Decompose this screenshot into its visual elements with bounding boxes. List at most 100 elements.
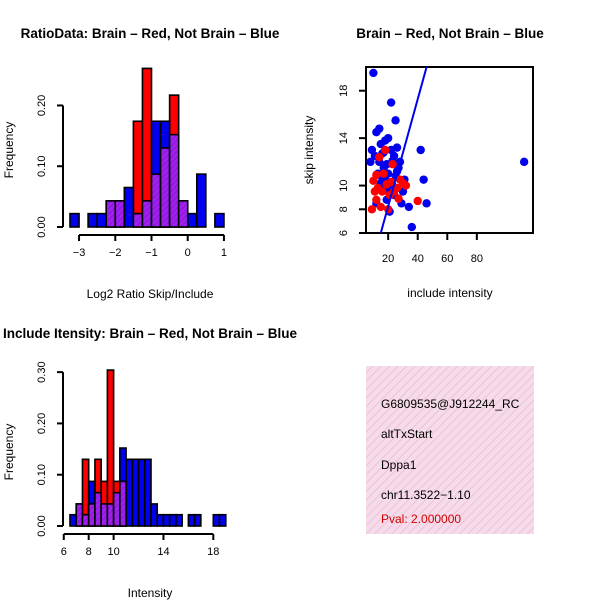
scatter-points bbox=[366, 67, 529, 233]
intensity-hist-x-tick-label-1: 8 bbox=[86, 546, 92, 558]
ratio-hist-x-tick-label-2: −1 bbox=[145, 247, 158, 259]
intensity-hist-x-tick-label-0: 6 bbox=[61, 546, 67, 558]
ratio-hist-title: RatioData: Brain – Red, Not Brain – Blue bbox=[21, 26, 280, 41]
info-pval: Pval: 2.000000 bbox=[381, 512, 461, 526]
ratio-hist-blue-bar-0 bbox=[69, 212, 80, 228]
scatter-y-tick-label-0: 6 bbox=[338, 230, 350, 236]
intensity-hist-x-tick-label-4: 18 bbox=[207, 546, 219, 558]
intensity-hist-axes: 6 8 10 14 18 0.00 0.10 0.20 0.30 bbox=[36, 361, 219, 558]
intensity-hist-blue-bar-20 bbox=[212, 513, 221, 527]
intensity-hist-blue-bar-9 bbox=[125, 458, 134, 527]
scatter-y-tick-label-1: 8 bbox=[338, 206, 350, 212]
scatter-point-brain-14 bbox=[379, 169, 388, 178]
intensity-hist-blue-bar-19 bbox=[193, 513, 202, 527]
intensity-hist-blue-bar-13 bbox=[150, 503, 159, 527]
scatter-point-brain-22 bbox=[372, 170, 381, 180]
intensity-hist-title: Include Itensity: Brain – Red, Not Brain… bbox=[3, 326, 298, 341]
scatter-ylabel: skip intensity bbox=[302, 116, 316, 185]
ratio-hist-blue-bar-2 bbox=[87, 212, 98, 228]
scatter-point-not-brain-20 bbox=[416, 145, 425, 155]
info-event-type: altTxStart bbox=[381, 427, 433, 441]
intensity-hist-overlap-bar-2 bbox=[81, 513, 90, 527]
scatter-point-not-brain-25 bbox=[366, 157, 375, 167]
ratio-hist-blue-bar-13 bbox=[186, 212, 198, 228]
intensity-hist-blue-bar-0 bbox=[69, 513, 78, 527]
scatter-point-brain-16 bbox=[382, 180, 391, 189]
scatter-point-brain-12 bbox=[370, 187, 380, 196]
ratio-hist-y-tick-label-1: 0.10 bbox=[36, 156, 48, 177]
scatter-point-not-brain-28 bbox=[391, 116, 400, 125]
info-probe-id: G6809535@J912244_RC bbox=[381, 397, 520, 411]
intensity-hist-xlabel: Intensity bbox=[128, 586, 173, 600]
ratio-hist-x-tick-label-1: −2 bbox=[109, 247, 122, 259]
info-box: G6809535@J912244_RC altTxStart Dppa1 chr… bbox=[366, 366, 534, 534]
intensity-hist-overlap-bar-3 bbox=[87, 503, 96, 527]
scatter-point-brain-13 bbox=[376, 202, 385, 212]
intensity-hist-overlap-bar-8 bbox=[119, 480, 127, 527]
scatter-point-not-brain-27 bbox=[386, 98, 396, 107]
scatter-point-brain-20 bbox=[394, 194, 403, 203]
ratio-hist-x-tick-label-4: 1 bbox=[221, 247, 227, 259]
ratio-hist-overlap-bar-4 bbox=[105, 200, 117, 228]
scatter-x-tick-label-3: 80 bbox=[471, 253, 483, 265]
intensity-hist-blue-bar-10 bbox=[131, 458, 140, 527]
intensity-hist-blue-bar-21 bbox=[218, 513, 227, 527]
ratio-hist-blue-bar-3 bbox=[96, 212, 108, 228]
ratio-hist-x-tick-label-0: −3 bbox=[73, 247, 86, 259]
ratio-hist-overlap-bar-8 bbox=[141, 200, 153, 228]
intensity-hist-x-tick-label-3: 14 bbox=[157, 546, 169, 558]
info-location: chr11.3522−1.10 bbox=[381, 488, 471, 502]
scatter-point-brain-17 bbox=[375, 152, 384, 162]
ratio-hist-y-tick-label-2: 0.20 bbox=[36, 95, 48, 116]
intensity-hist-y-tick-label-1: 0.10 bbox=[36, 464, 48, 485]
scatter-fit-line bbox=[379, 67, 428, 233]
ratio-hist-blue-bar-16 bbox=[214, 212, 225, 228]
scatter-point-not-brain-22 bbox=[422, 199, 431, 208]
scatter-point-brain-4 bbox=[381, 145, 390, 155]
ratio-hist-blue-bar-6 bbox=[123, 186, 135, 228]
scatter-point-not-brain-0 bbox=[369, 68, 378, 78]
intensity-hist-y-tick-label-3: 0.30 bbox=[36, 361, 48, 382]
scatter-point-not-brain-36 bbox=[375, 124, 384, 133]
intensity-hist-blue-bar-17 bbox=[175, 513, 183, 527]
ratio-hist-overlap-bar-12 bbox=[177, 200, 189, 228]
intensity-hist-overlap-bar-4 bbox=[94, 491, 102, 527]
scatter-point-not-brain-21 bbox=[419, 175, 428, 184]
scatter-point-brain-1 bbox=[372, 195, 381, 204]
ratio-hist-red-bar-3 bbox=[132, 120, 144, 228]
ratio-hist-overlap-bar-7 bbox=[132, 212, 144, 228]
intensity-hist-bars bbox=[69, 369, 227, 527]
scatter-point-not-brain-30 bbox=[392, 143, 402, 152]
scatter-point-brain-15 bbox=[392, 183, 402, 193]
scatter-point-brain-3 bbox=[378, 187, 387, 196]
intensity-hist-blue-bar-15 bbox=[162, 513, 171, 527]
scatter-point-brain-21 bbox=[388, 160, 397, 169]
scatter-point-brain-0 bbox=[367, 205, 377, 214]
intensity-hist-y-tick-label-2: 0.20 bbox=[36, 413, 48, 434]
scatter-x-tick-label-0: 20 bbox=[382, 253, 394, 265]
info-box-background bbox=[366, 366, 534, 534]
scatter-point-brain-10 bbox=[401, 181, 411, 190]
scatter-panel: Brain – Red, Not Brain – Blue 20 40 60 80 6 8… bbox=[302, 26, 544, 300]
scatter-axes: 20 40 60 80 6 8 10 14 18 bbox=[338, 85, 483, 265]
ratio-hist-overlap-bar-5 bbox=[114, 200, 126, 228]
intensity-hist-blue-bar-18 bbox=[187, 513, 196, 527]
intensity-hist-ylabel: Frequency bbox=[2, 424, 16, 481]
ratio-hist-ylabel: Frequency bbox=[2, 122, 16, 179]
intensity-histogram-panel: Include Itensity: Brain – Red, Not Brain… bbox=[2, 326, 298, 600]
intensity-hist-overlap-bar-5 bbox=[100, 503, 109, 527]
scatter-x-tick-label-1: 40 bbox=[412, 253, 424, 265]
scatter-xlabel: include intensity bbox=[407, 286, 492, 300]
ratio-hist-overlap-bar-11 bbox=[168, 133, 180, 228]
ratio-hist-bars bbox=[69, 67, 225, 228]
ratio-hist-x-tick-label-3: 0 bbox=[185, 247, 191, 259]
intensity-hist-overlap-bar-7 bbox=[112, 491, 121, 527]
info-gene: Dppa1 bbox=[381, 458, 417, 472]
ratio-hist-axes: −3 −2 −1 0 1 0.00 0.10 0.20 bbox=[36, 95, 227, 259]
scatter-y-tick-label-3: 14 bbox=[338, 132, 350, 144]
intensity-hist-blue-bar-16 bbox=[168, 513, 177, 527]
scatter-y-tick-label-2: 10 bbox=[338, 179, 350, 191]
scatter-y-tick-label-4: 18 bbox=[338, 85, 350, 97]
intensity-hist-blue-bar-14 bbox=[156, 513, 165, 527]
scatter-point-not-brain-38 bbox=[381, 136, 390, 145]
